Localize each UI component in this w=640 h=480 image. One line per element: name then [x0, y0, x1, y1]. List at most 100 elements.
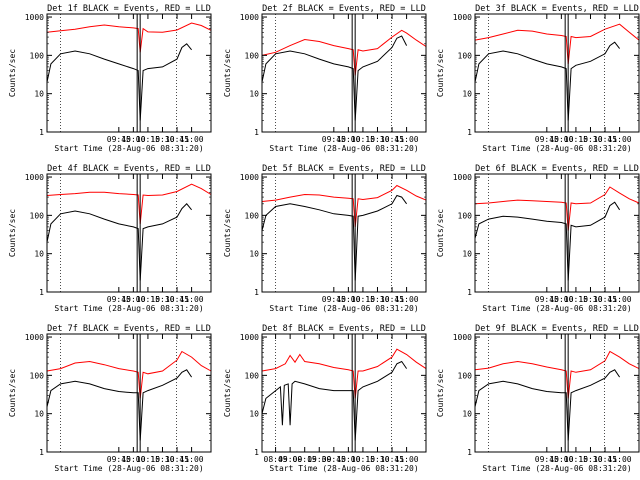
series-events-line — [474, 369, 621, 441]
x-tick-label: 11:00 — [180, 455, 204, 464]
x-tick-label: 10:30 — [150, 295, 174, 304]
x-tick-label: 10:45 — [380, 455, 404, 464]
x-tick-label: 10:45 — [165, 455, 189, 464]
chart-panel-1: Det 1f BLACK = Events, RED = LLD 1 10 100 10… — [8, 4, 212, 153]
chart-title: Det 8f BLACK = Events, RED = LLD — [262, 324, 426, 334]
x-tick-label: 10:15 — [564, 295, 588, 304]
series-events-line — [46, 43, 192, 121]
x-tick-label: 11:00 — [180, 135, 204, 144]
x-tick-label: 10:45 — [165, 295, 189, 304]
series-lld-line — [474, 23, 640, 64]
y-tick-label: 1000 — [453, 13, 472, 22]
x-tick-label: 09:45 — [535, 295, 559, 304]
x-axis-label: Start Time (28-Aug-06 08:31:20) — [482, 144, 631, 153]
plot-frame — [46, 173, 212, 293]
x-tick-label: 10:30 — [150, 135, 174, 144]
y-tick-label: 1 — [467, 288, 472, 297]
y-tick-label: 10 — [462, 250, 472, 259]
x-tick-label: 10:15 — [564, 455, 588, 464]
y-tick-label: 10 — [34, 90, 44, 99]
y-tick-label: 100 — [245, 51, 260, 60]
x-tick-label: 09:15 — [293, 455, 317, 464]
y-tick-label: 100 — [245, 211, 260, 220]
chart-panel-2: Det 2f BLACK = Events, RED = LLD 1 10 100 10… — [223, 4, 427, 153]
x-tick-label: 10:00 — [336, 135, 360, 144]
x-tick-label: 09:45 — [107, 455, 131, 464]
x-axis-label: Start Time (28-Aug-06 08:31:20) — [269, 464, 418, 473]
series-lld-line — [474, 186, 640, 231]
x-tick-label: 09:30 — [307, 455, 331, 464]
x-tick-label: 11:00 — [180, 295, 204, 304]
x-axis-label: Start Time (28-Aug-06 08:31:20) — [482, 464, 631, 473]
x-axis-label: Start Time (28-Aug-06 08:31:20) — [269, 304, 418, 313]
series-events-line — [261, 360, 408, 441]
chart-panel-4: Det 4f BLACK = Events, RED = LLD 1 10 100 10… — [8, 164, 212, 313]
series-lld-line — [261, 184, 427, 227]
x-tick-label: 10:45 — [593, 455, 617, 464]
x-tick-label: 10:45 — [380, 295, 404, 304]
y-tick-label: 1000 — [453, 333, 472, 342]
x-tick-label: 10:45 — [165, 135, 189, 144]
chart-panel-7: Det 7f BLACK = Events, RED = LLD 1 10 100 10… — [8, 324, 212, 473]
y-tick-label: 100 — [245, 371, 260, 380]
x-tick-label: 10:45 — [380, 135, 404, 144]
series-events-line — [46, 203, 192, 281]
y-tick-label: 1000 — [25, 333, 44, 342]
x-tick-label: 09:45 — [322, 135, 346, 144]
x-tick-label: 10:15 — [136, 295, 160, 304]
series-lld-line — [261, 348, 427, 399]
y-axis-label: Counts/sec — [436, 209, 445, 257]
x-axis-label: Start Time (28-Aug-06 08:31:20) — [54, 144, 203, 153]
x-tick-label: 10:00 — [336, 455, 360, 464]
x-tick-label: 11:00 — [395, 455, 419, 464]
y-tick-label: 10 — [34, 410, 44, 419]
chart-panel-5: Det 5f BLACK = Events, RED = LLD 1 10 100 10… — [223, 164, 427, 313]
series-lld-line — [474, 350, 640, 399]
x-tick-label: 09:45 — [322, 455, 346, 464]
y-tick-label: 100 — [458, 211, 473, 220]
y-tick-label: 1 — [254, 448, 259, 457]
x-tick-label: 09:45 — [107, 135, 131, 144]
chart-title: Det 9f BLACK = Events, RED = LLD — [475, 324, 639, 334]
x-tick-label: 09:45 — [107, 295, 131, 304]
series-events-line — [261, 194, 408, 281]
x-tick-label: 10:00 — [121, 455, 145, 464]
x-tick-label: 10:45 — [593, 135, 617, 144]
y-axis-label: Counts/sec — [223, 209, 232, 257]
y-axis-label: Counts/sec — [8, 209, 17, 257]
y-tick-label: 1 — [39, 128, 44, 137]
y-tick-label: 10 — [249, 410, 259, 419]
chart-title: Det 1f BLACK = Events, RED = LLD — [47, 4, 211, 14]
x-tick-label: 10:30 — [365, 135, 389, 144]
x-tick-label: 10:15 — [564, 135, 588, 144]
y-tick-label: 1 — [254, 128, 259, 137]
y-tick-label: 10 — [249, 90, 259, 99]
x-tick-label: 10:00 — [121, 135, 145, 144]
chart-panel-8: Det 8f BLACK = Events, RED = LLD 1 10 100 10… — [223, 324, 427, 473]
y-tick-label: 100 — [30, 371, 45, 380]
series-lld-line — [46, 183, 212, 224]
x-tick-label: 10:15 — [351, 135, 375, 144]
x-tick-label: 09:45 — [535, 455, 559, 464]
x-tick-label: 10:00 — [336, 295, 360, 304]
y-tick-label: 100 — [30, 211, 45, 220]
y-tick-label: 1 — [254, 288, 259, 297]
x-tick-label: 10:30 — [365, 295, 389, 304]
y-axis-label: Counts/sec — [223, 49, 232, 97]
chart-title: Det 4f BLACK = Events, RED = LLD — [47, 164, 211, 174]
x-tick-label: 09:00 — [278, 455, 302, 464]
x-tick-label: 10:00 — [121, 295, 145, 304]
y-tick-label: 1 — [39, 288, 44, 297]
plot-frame — [474, 333, 640, 453]
x-tick-label: 10:00 — [549, 295, 573, 304]
y-tick-label: 1 — [39, 448, 44, 457]
y-axis-label: Counts/sec — [223, 369, 232, 417]
x-tick-label: 10:45 — [593, 295, 617, 304]
x-tick-label: 10:30 — [578, 135, 602, 144]
x-tick-label: 11:00 — [608, 135, 632, 144]
x-tick-label: 10:15 — [136, 455, 160, 464]
y-tick-label: 10 — [249, 250, 259, 259]
y-axis-label: Counts/sec — [436, 369, 445, 417]
x-axis-label: Start Time (28-Aug-06 08:31:20) — [269, 144, 418, 153]
